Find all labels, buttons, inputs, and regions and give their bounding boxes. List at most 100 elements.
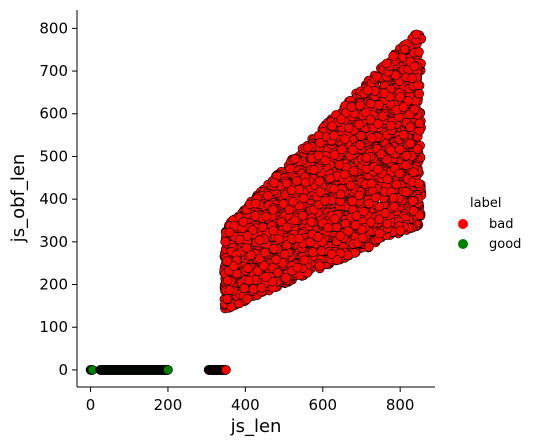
legend-label-good: good: [489, 237, 521, 252]
data-point-bad: [381, 58, 392, 69]
data-point-bad: [298, 193, 309, 204]
data-point-bad: [374, 214, 385, 225]
data-point-bad: [327, 121, 338, 131]
data-point-bad: [263, 191, 273, 201]
data-point-bad: [374, 228, 385, 239]
data-point-bad: [398, 102, 409, 112]
data-point-bad: [365, 115, 376, 125]
data-point-bad: [343, 226, 353, 236]
x-tick-label: 800: [386, 396, 415, 414]
data-point-bad: [363, 85, 373, 95]
y-tick-label: 800: [39, 19, 68, 37]
data-point-bad: [222, 256, 232, 267]
data-point-bad: [259, 261, 269, 271]
data-point-bad: [407, 73, 418, 84]
data-point-bad: [370, 192, 381, 203]
data-point-bad: [348, 166, 359, 176]
data-point-bad: [385, 145, 396, 155]
data-point-bad: [401, 150, 412, 161]
data-point-bad: [371, 72, 382, 82]
data-point-bad: [325, 173, 335, 184]
data-point-bad: [329, 214, 340, 224]
data-point-bad: [394, 168, 405, 179]
data-point-bad: [400, 160, 411, 170]
data-point-bad: [382, 154, 392, 165]
y-tick-label: 600: [39, 105, 68, 123]
data-point-bad: [414, 88, 425, 99]
data-point-bad: [285, 163, 295, 174]
data-point-bad: [366, 217, 376, 228]
data-point-bad: [373, 164, 383, 175]
data-point-bad: [267, 276, 278, 287]
data-point-bad: [364, 198, 374, 209]
data-point-bad: [413, 178, 424, 189]
data-point-bad: [391, 179, 402, 190]
data-point-bad: [257, 222, 268, 233]
data-point-bad: [354, 190, 365, 201]
y-tick-label: 300: [39, 233, 68, 251]
data-point-bad: [320, 155, 331, 166]
y-tick-label: 500: [39, 147, 68, 165]
data-point-bad: [405, 138, 416, 149]
data-point-bad: [351, 211, 362, 221]
data-point-bad: [268, 205, 279, 215]
data-point-bad: [315, 138, 325, 148]
data-point-bad: [355, 140, 365, 151]
data-point-bad: [380, 208, 390, 218]
data-point-bad: [382, 219, 393, 229]
data-point-bad: [313, 150, 324, 161]
data-point-bad: [248, 284, 259, 294]
data-point-bad: [358, 206, 369, 217]
data-point-bad: [238, 217, 249, 227]
data-point-bad: [288, 196, 298, 207]
data-point-bad: [366, 178, 377, 189]
y-tick-label: 400: [39, 190, 68, 208]
data-point-bad: [399, 44, 410, 55]
data-point-bad: [281, 178, 292, 189]
data-point-bad: [357, 233, 368, 243]
data-point-bad: [224, 285, 235, 295]
data-point-bad: [408, 206, 419, 216]
data-point-bad: [309, 165, 319, 175]
data-point-bad: [221, 365, 231, 375]
data-point-bad: [274, 234, 285, 244]
data-point-bad: [388, 193, 399, 203]
data-point-bad: [281, 273, 291, 283]
legend-label-bad: bad: [489, 217, 513, 232]
data-point-bad: [292, 176, 302, 186]
data-point-bad: [286, 185, 297, 195]
data-point-bad: [239, 283, 250, 294]
data-point-bad: [331, 222, 342, 232]
data-point-bad: [271, 254, 281, 265]
data-point-bad: [261, 272, 271, 282]
data-point-bad: [256, 282, 267, 293]
data-point-bad: [335, 189, 346, 200]
data-point-bad: [302, 142, 313, 153]
data-point-bad: [294, 233, 304, 244]
data-point-bad: [279, 249, 290, 260]
data-point-bad: [278, 199, 289, 209]
data-point-bad: [284, 204, 295, 215]
y-tick-label: 700: [39, 62, 68, 80]
data-point-bad: [398, 130, 409, 140]
data-point-bad: [361, 153, 372, 163]
x-tick-label: 200: [154, 396, 183, 414]
data-point-bad: [307, 247, 318, 257]
data-point-bad: [389, 201, 399, 212]
data-point-bad: [414, 47, 424, 57]
x-axis-title: js_len: [230, 416, 282, 437]
data-point-bad: [379, 88, 390, 99]
y-axis-title: js_obf_len: [8, 154, 29, 244]
data-point-bad: [282, 222, 292, 233]
data-point-bad: [326, 249, 337, 259]
data-point-bad: [314, 176, 325, 187]
data-point-bad: [346, 180, 356, 191]
data-point-bad: [246, 250, 256, 260]
data-point-bad: [305, 237, 315, 248]
data-point-bad: [374, 100, 384, 110]
data-point-bad: [260, 247, 270, 258]
data-point-bad: [401, 187, 412, 197]
data-point-bad: [243, 275, 254, 286]
data-point-bad: [382, 174, 393, 184]
